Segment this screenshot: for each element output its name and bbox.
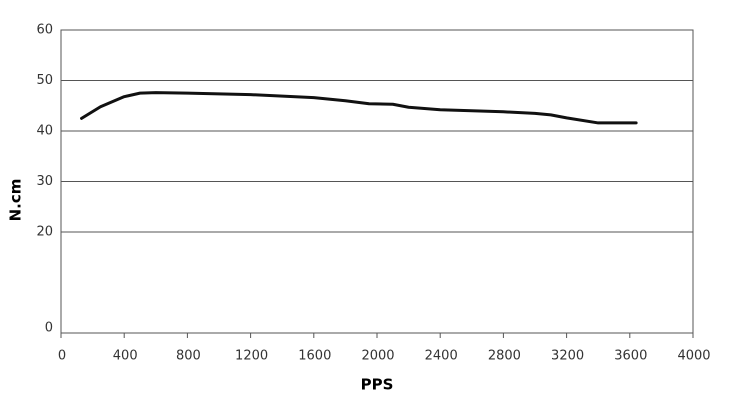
y-tick-label: 60 (36, 23, 53, 38)
y-tick-label: 30 (36, 174, 53, 189)
y-tick-label: 40 (36, 124, 53, 139)
x-tick-label: 3600 (614, 349, 647, 364)
y-tick-label: 50 (36, 73, 53, 88)
x-tick-label: 3200 (551, 349, 584, 364)
x-tick-label: 800 (176, 349, 201, 364)
x-tick-label: 2000 (361, 349, 394, 364)
x-tick-label: 4000 (677, 349, 710, 364)
y-tick-label: 0 (45, 321, 53, 336)
x-axis-title: PPS (361, 376, 394, 394)
x-tick-label: 2400 (425, 349, 458, 364)
x-tick-label: 1600 (298, 349, 331, 364)
x-tick-label: 2800 (488, 349, 521, 364)
x-tick-label: 1200 (235, 349, 268, 364)
x-tick-label: 0 (58, 349, 66, 364)
y-tick-label: 20 (36, 225, 53, 240)
series-line (80, 91, 638, 125)
y-axis-title: N.cm (7, 179, 25, 222)
x-tick-label: 400 (113, 349, 138, 364)
